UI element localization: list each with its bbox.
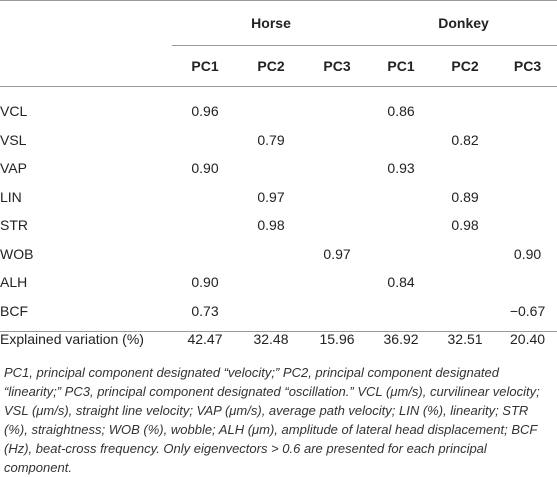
table-row: STR 0.98 0.98 — [0, 211, 557, 240]
table-cell — [498, 126, 557, 155]
row-label: VAP — [0, 160, 27, 177]
table-cell: 0.73 — [191, 302, 219, 319]
corner-cell-2 — [0, 46, 172, 87]
table-cell: 36.92 — [383, 331, 419, 348]
table-cell — [370, 183, 432, 212]
table-bottom-rule — [0, 331, 557, 332]
group-header-donkey: Donkey — [370, 0, 557, 46]
table-cell: 32.48 — [253, 331, 289, 348]
table-cell — [238, 297, 304, 326]
table-row: LIN 0.97 0.89 — [0, 183, 557, 212]
table-footnote: PC1, principal component designated “vel… — [4, 365, 540, 475]
table-cell — [432, 297, 498, 326]
table-cell: 0.84 — [387, 274, 415, 291]
group-header-row: Horse Donkey — [0, 0, 557, 46]
table-cell — [498, 183, 557, 212]
table-row: VCL 0.96 0.86 — [0, 97, 557, 126]
table-cell: 20.40 — [510, 331, 546, 348]
header-rule — [0, 86, 557, 97]
principal-component-table: Horse Donkey PC1 PC2 PC3 PC1 PC2 PC3 — [0, 0, 557, 354]
table-cell: 0.97 — [323, 245, 351, 262]
group-label-donkey: Donkey — [438, 15, 489, 31]
table-cell: 0.86 — [387, 103, 415, 120]
table-row: WOB 0.97 0.90 — [0, 240, 557, 269]
table-cell — [432, 268, 498, 297]
table-cell — [304, 297, 370, 326]
table-cell: 0.82 — [451, 131, 479, 148]
table-cell — [432, 240, 498, 269]
col-header-donkey-pc1: PC1 — [370, 45, 433, 87]
table-cell — [238, 97, 304, 126]
table-cell — [172, 183, 238, 212]
row-label: ALH — [0, 274, 28, 291]
table-cell: 0.89 — [451, 188, 479, 205]
table-row: VSL 0.79 0.82 — [0, 126, 557, 155]
table-row: ALH 0.90 0.84 — [0, 268, 557, 297]
row-label: VCL — [0, 103, 28, 120]
row-label: VSL — [0, 131, 27, 148]
group-header-horse: Horse — [172, 0, 371, 46]
col-header-donkey-pc2: PC2 — [432, 45, 499, 87]
header-spacer — [0, 86, 557, 97]
table-cell — [432, 97, 498, 126]
table-cell — [304, 97, 370, 126]
row-label: BCF — [0, 302, 28, 319]
pc-header-row: PC1 PC2 PC3 PC1 PC2 PC3 — [0, 45, 557, 87]
table-cell — [370, 211, 432, 240]
table-cell — [370, 240, 432, 269]
table-cell — [432, 154, 498, 183]
table-cell — [238, 154, 304, 183]
table-cell — [304, 154, 370, 183]
table-cell: 0.93 — [387, 160, 415, 177]
table-cell — [238, 240, 304, 269]
table-cell — [370, 297, 432, 326]
table-cell — [304, 211, 370, 240]
table-cell — [304, 183, 370, 212]
table-cell — [172, 211, 238, 240]
table-cell: 0.90 — [191, 274, 219, 291]
table-cell: 42.47 — [187, 331, 223, 348]
table-cell — [498, 211, 557, 240]
table-cell: 0.96 — [191, 103, 219, 120]
table-cell: 0.97 — [257, 188, 285, 205]
table-cell: 0.98 — [451, 217, 479, 234]
table-cell — [498, 154, 557, 183]
table-cell — [172, 240, 238, 269]
table-cell — [498, 97, 557, 126]
col-header-donkey-pc3: PC3 — [498, 45, 557, 87]
table-cell: 0.98 — [257, 217, 285, 234]
table-cell: 0.79 — [257, 131, 285, 148]
table-cell — [370, 126, 432, 155]
table-row-summary: Explained variation (%) 42.47 32.48 15.9… — [0, 325, 557, 354]
corner-cell — [0, 0, 172, 46]
row-label: STR — [0, 217, 28, 234]
table-cell — [238, 268, 304, 297]
table-cell: −0.67 — [509, 302, 546, 319]
table-row: VAP 0.90 0.93 — [0, 154, 557, 183]
table-cell — [304, 126, 370, 155]
row-label: LIN — [0, 188, 22, 205]
col-header-horse-pc3: PC3 — [304, 45, 371, 87]
table-cell: 32.51 — [447, 331, 483, 348]
table-cell — [304, 268, 370, 297]
table-cell: 0.90 — [513, 245, 542, 262]
table-cell — [172, 126, 238, 155]
col-header-horse-pc1: PC1 — [172, 45, 238, 87]
table-cell: 15.96 — [319, 331, 355, 348]
table-cell — [498, 268, 557, 297]
col-header-horse-pc2: PC2 — [238, 45, 304, 87]
row-label: WOB — [0, 245, 34, 262]
table-cell: 0.90 — [191, 160, 219, 177]
table-row: BCF 0.73 −0.67 — [0, 297, 557, 326]
group-label-horse: Horse — [251, 15, 291, 31]
row-label: Explained variation (%) — [0, 331, 144, 348]
